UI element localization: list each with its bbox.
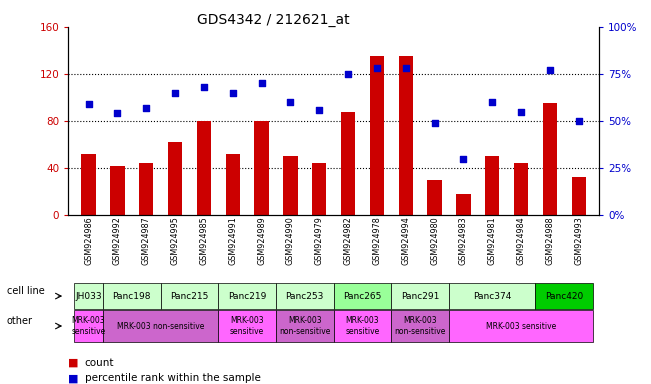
Bar [225, 154, 240, 215]
Bar [427, 180, 442, 215]
Point [487, 99, 497, 105]
Point [372, 65, 382, 71]
Point [112, 110, 122, 116]
Text: MRK-003 non-sensitive: MRK-003 non-sensitive [117, 321, 204, 331]
Text: Panc198: Panc198 [113, 291, 151, 301]
Point [430, 120, 440, 126]
Bar [341, 112, 355, 215]
Point [141, 105, 152, 111]
Text: MRK-003
non-sensitive: MRK-003 non-sensitive [279, 316, 331, 336]
Bar [197, 121, 211, 215]
Point [458, 156, 469, 162]
Bar [110, 166, 124, 215]
Point [83, 101, 94, 107]
Text: Panc219: Panc219 [228, 291, 266, 301]
Point [227, 90, 238, 96]
Text: other: other [7, 316, 33, 326]
Bar [572, 177, 586, 215]
Point [343, 71, 353, 77]
Point [314, 107, 324, 113]
Text: Panc253: Panc253 [286, 291, 324, 301]
Point [574, 118, 584, 124]
Text: Panc291: Panc291 [401, 291, 439, 301]
Text: Panc420: Panc420 [545, 291, 583, 301]
Point [516, 109, 526, 115]
Bar [283, 156, 298, 215]
Text: cell line: cell line [7, 286, 44, 296]
Point [285, 99, 296, 105]
Bar [370, 56, 384, 215]
Text: GDS4342 / 212621_at: GDS4342 / 212621_at [197, 13, 350, 27]
Bar [139, 163, 154, 215]
Bar [255, 121, 269, 215]
Bar [81, 154, 96, 215]
Point [199, 84, 209, 90]
Point [170, 90, 180, 96]
Bar [312, 163, 326, 215]
Text: MRK-003
non-sensitive: MRK-003 non-sensitive [395, 316, 446, 336]
Bar [398, 56, 413, 215]
Point [256, 80, 267, 86]
Text: Panc215: Panc215 [171, 291, 209, 301]
Text: percentile rank within the sample: percentile rank within the sample [85, 373, 260, 383]
Text: MRK-003 sensitive: MRK-003 sensitive [486, 321, 556, 331]
Point [400, 65, 411, 71]
Bar [456, 194, 471, 215]
Bar [168, 142, 182, 215]
Bar [543, 103, 557, 215]
Text: Panc265: Panc265 [343, 291, 381, 301]
Text: MRK-003
sensitive: MRK-003 sensitive [230, 316, 264, 336]
Text: JH033: JH033 [76, 291, 102, 301]
Text: ■: ■ [68, 358, 79, 368]
Bar [514, 163, 528, 215]
Bar [485, 156, 499, 215]
Text: ■: ■ [68, 373, 79, 383]
Text: MRK-003
sensitive: MRK-003 sensitive [345, 316, 380, 336]
Text: count: count [85, 358, 114, 368]
Text: MRK-003
sensitive: MRK-003 sensitive [72, 316, 105, 336]
Point [545, 67, 555, 73]
Text: Panc374: Panc374 [473, 291, 512, 301]
